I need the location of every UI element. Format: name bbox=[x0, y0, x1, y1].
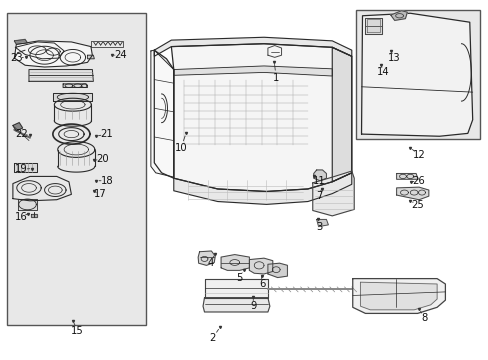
Text: 20: 20 bbox=[96, 154, 108, 164]
Polygon shape bbox=[154, 37, 351, 56]
Polygon shape bbox=[14, 41, 92, 67]
Polygon shape bbox=[331, 47, 351, 182]
Text: 5: 5 bbox=[236, 273, 243, 283]
Text: 9: 9 bbox=[249, 301, 256, 311]
Text: 15: 15 bbox=[71, 326, 84, 336]
Text: 22: 22 bbox=[15, 129, 27, 139]
Polygon shape bbox=[31, 215, 37, 217]
Text: 21: 21 bbox=[101, 129, 113, 139]
Polygon shape bbox=[312, 171, 353, 216]
Polygon shape bbox=[267, 45, 281, 57]
Text: 11: 11 bbox=[312, 176, 325, 186]
Polygon shape bbox=[390, 11, 407, 21]
Text: 19: 19 bbox=[15, 164, 27, 174]
Text: 13: 13 bbox=[387, 53, 400, 63]
Polygon shape bbox=[249, 258, 272, 274]
Polygon shape bbox=[316, 220, 328, 226]
Polygon shape bbox=[203, 298, 269, 312]
Polygon shape bbox=[14, 40, 27, 44]
Text: 7: 7 bbox=[315, 191, 322, 201]
Text: 3: 3 bbox=[316, 222, 322, 232]
Polygon shape bbox=[173, 66, 331, 76]
Polygon shape bbox=[365, 18, 381, 34]
Text: 4: 4 bbox=[207, 258, 213, 268]
Text: 1: 1 bbox=[272, 73, 279, 83]
Text: 25: 25 bbox=[410, 200, 423, 210]
Polygon shape bbox=[63, 84, 87, 87]
Polygon shape bbox=[87, 55, 94, 59]
Text: 8: 8 bbox=[421, 313, 427, 323]
Text: 26: 26 bbox=[412, 176, 425, 186]
Text: 16: 16 bbox=[15, 212, 27, 221]
Bar bbox=[6, 13, 145, 325]
Text: 23: 23 bbox=[10, 53, 22, 63]
Text: 18: 18 bbox=[101, 176, 113, 186]
Text: 2: 2 bbox=[209, 333, 216, 343]
Text: 6: 6 bbox=[258, 279, 264, 289]
Polygon shape bbox=[173, 173, 351, 204]
Polygon shape bbox=[15, 42, 64, 59]
Polygon shape bbox=[151, 50, 173, 177]
Polygon shape bbox=[352, 279, 445, 314]
Polygon shape bbox=[313, 170, 326, 181]
Text: 14: 14 bbox=[376, 67, 389, 77]
Polygon shape bbox=[14, 163, 37, 172]
Polygon shape bbox=[396, 174, 417, 179]
Polygon shape bbox=[171, 44, 351, 192]
Text: 24: 24 bbox=[114, 50, 126, 60]
Text: 12: 12 bbox=[412, 150, 425, 160]
Polygon shape bbox=[204, 279, 267, 298]
Polygon shape bbox=[361, 13, 472, 136]
Polygon shape bbox=[360, 282, 436, 310]
Text: 10: 10 bbox=[174, 143, 187, 153]
Polygon shape bbox=[18, 199, 37, 211]
Polygon shape bbox=[221, 255, 249, 270]
Polygon shape bbox=[396, 187, 428, 200]
Polygon shape bbox=[29, 69, 93, 81]
Text: 17: 17 bbox=[94, 189, 107, 199]
Polygon shape bbox=[53, 93, 92, 101]
Polygon shape bbox=[13, 176, 71, 201]
Bar bbox=[355, 10, 479, 139]
Polygon shape bbox=[154, 50, 173, 178]
Polygon shape bbox=[198, 251, 215, 265]
Polygon shape bbox=[267, 263, 287, 278]
Polygon shape bbox=[13, 123, 22, 131]
